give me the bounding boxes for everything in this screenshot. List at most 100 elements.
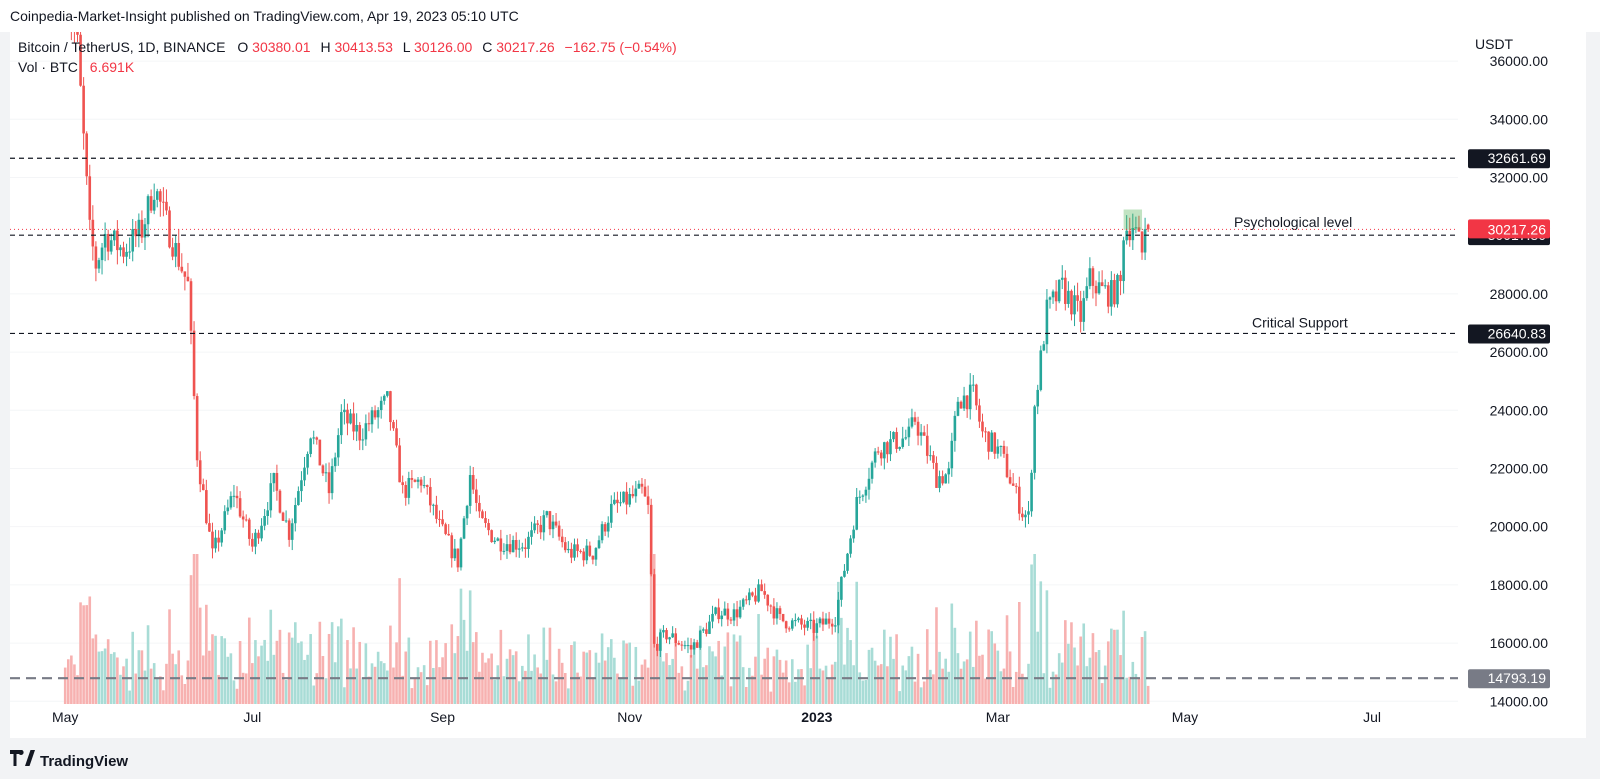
candle-body [444,524,447,534]
volume-bar [254,640,257,704]
candle-body [1060,277,1064,280]
tradingview-brand: TradingView [40,753,129,770]
volume-bar [557,648,561,704]
candle-body [1042,344,1046,351]
volume-bar [1088,657,1092,704]
candle-body [478,502,481,512]
candle-body [318,439,322,466]
volume-bar [735,641,739,704]
candle-body [336,435,340,458]
candle-body [843,570,846,577]
candle-body [453,548,457,559]
candle-body [1134,227,1138,229]
time-axis[interactable]: May Jul Sep Nov 2023 Mar May Jul [52,709,1381,725]
candle-body [208,523,211,532]
volume-bar [892,658,895,704]
volume-bar [748,667,751,704]
candle-body [404,485,408,498]
volume-bar [226,656,230,704]
volume-bar [103,648,107,704]
candle-body [315,437,319,440]
candle-body [652,574,656,644]
volume-bar [106,639,110,704]
candlestick-series [63,0,1150,658]
volume-bar [134,673,138,704]
last-price-tag-bg [1468,219,1550,239]
candle-body [349,413,352,424]
volume-bar [471,642,475,704]
candle-body [214,537,217,549]
volume-bar [438,667,441,704]
candle-body [352,413,355,432]
candle-body [201,484,205,491]
volume-bar [321,656,325,704]
volume-bar [619,678,622,704]
volume-bar [818,668,822,704]
volume-bar [1048,687,1052,704]
volume-bar [864,679,868,704]
candle-body [551,521,555,530]
volume-bar [511,655,515,704]
candle-body [517,548,521,550]
volume-bar [1103,665,1107,704]
candle-body [496,538,500,541]
candle-body [827,618,831,624]
y-tick-label: 34000.00 [1490,111,1549,127]
tradingview-logo-icon [10,750,35,766]
chart-frame[interactable]: 32661.6930017.80Psychological level26640… [10,0,1586,738]
candle-body [373,410,377,418]
volume-bar [950,603,954,704]
candle-body [876,451,880,453]
candle-body [987,431,990,452]
price-chart[interactable]: 32661.6930017.80Psychological level26640… [10,0,1586,738]
volume-bar [85,605,88,704]
candle-body [94,246,98,269]
volume-bar [643,659,647,704]
legend-h-label: H [320,39,330,55]
candle-body [257,532,260,539]
candle-body [886,442,889,455]
x-tick-label: Jul [1363,709,1381,725]
volume-bar [812,631,816,704]
candle-body [401,482,404,486]
volume-bar [975,620,978,704]
candle-body [1091,268,1095,286]
candle-body [143,224,147,238]
candle-body [382,395,386,401]
volume-bar [766,647,770,704]
volume-bar [278,629,282,704]
volume-bar [373,666,377,704]
volume-bar [925,629,929,704]
volume-bar [88,596,92,704]
volume-bar [247,617,251,704]
candle-body [674,633,678,643]
legend-change: −162.75 (−0.54%) [565,39,677,55]
candle-body [852,529,855,539]
candle-body [898,446,901,449]
candle-body [232,495,236,497]
candle-body [778,608,782,614]
volume-bar [609,639,613,704]
volume-bar [1119,655,1122,704]
candle-body [370,410,374,425]
volume-bar [1073,647,1076,704]
candle-body [165,201,168,211]
price-axis[interactable]: 36000.00 34000.00 32000.00 28000.00 26000.00… [1475,36,1548,709]
volume-bar [717,640,720,704]
candle-body [266,510,269,516]
volume-bar [560,662,564,704]
volume-bar [238,641,242,704]
volume-bar [567,688,570,704]
volume-bar [797,669,800,704]
volume-bar [484,662,487,704]
candle-body [407,477,411,498]
candle-body [162,201,165,203]
candle-body [1051,291,1055,298]
candle-body [824,618,828,625]
candle-body [487,523,490,531]
horizontal-levels[interactable]: 32661.6930017.80Psychological level26640… [10,149,1550,689]
volume-bar [1036,631,1040,704]
volume-bar [435,640,438,704]
candle-body [82,85,85,134]
candle-body [907,426,911,438]
